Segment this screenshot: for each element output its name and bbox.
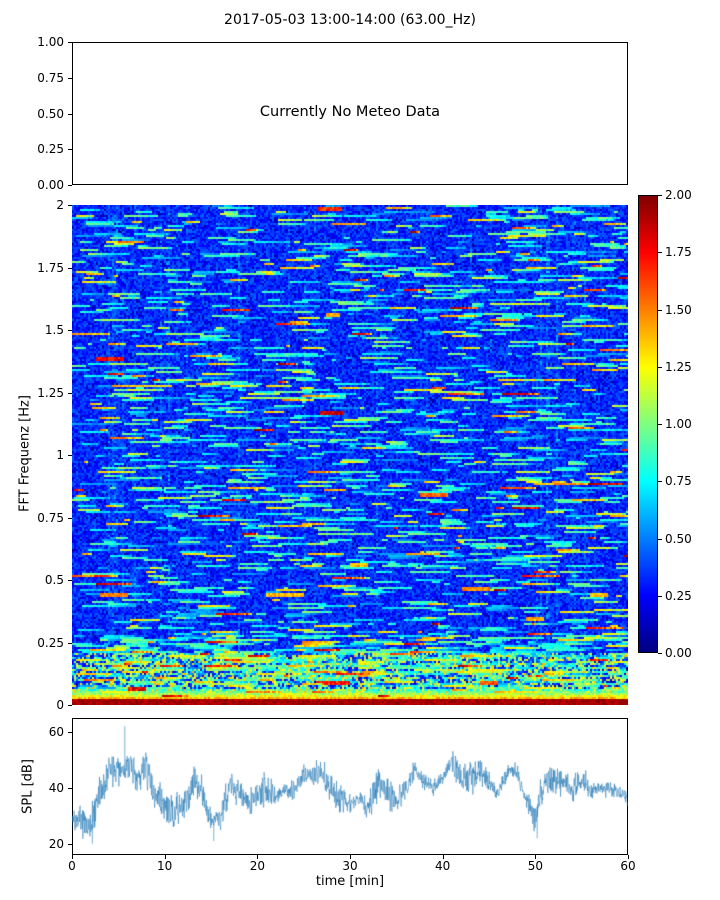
- spectrogram-ytick-mark: [68, 517, 72, 519]
- colorbar-tick-label: 1.50: [665, 302, 692, 317]
- meteo-ytick-mark: [68, 42, 72, 43]
- spl-xtick-mark: [257, 855, 259, 859]
- colorbar-tick-label: 1.75: [665, 245, 692, 260]
- colorbar-tick-mark: [658, 252, 662, 254]
- colorbar-tick-label: 1.25: [665, 359, 692, 374]
- colorbar-tick-label: 1.00: [665, 417, 692, 431]
- spl-xtick-label: 50: [527, 859, 543, 873]
- spl-ytick-mark: [68, 731, 72, 733]
- colorbar-canvas: [638, 195, 658, 653]
- colorbar-tick-label: 0.25: [665, 588, 692, 603]
- spl-xlabel: time [min]: [315, 874, 385, 889]
- figure-title: 2017-05-03 13:00-14:00 (63.00_Hz): [224, 12, 476, 28]
- spectrogram-heatmap-canvas: [72, 205, 628, 705]
- colorbar-tick-mark: [658, 424, 662, 425]
- spl-xtick-label: 0: [68, 859, 76, 873]
- colorbar-tick-label: 0.50: [665, 531, 692, 546]
- meteo-ytick-mark: [68, 113, 72, 115]
- colorbar-tick-mark: [658, 538, 662, 540]
- spectrogram-ytick-label: 0.5: [44, 573, 64, 587]
- meteo-ytick-mark: [68, 77, 72, 79]
- spl-xtick-mark: [442, 855, 444, 859]
- meteo-ytick-label: 0.50: [37, 106, 64, 121]
- meteo-ytick-label: 0.25: [37, 142, 64, 157]
- colorbar-tick-label: 0.00: [665, 646, 692, 660]
- colorbar-tick-mark: [658, 309, 662, 311]
- spl-line-canvas: [72, 718, 628, 855]
- spl-xtick-mark: [72, 855, 73, 859]
- spectrogram-ytick-mark: [68, 580, 72, 581]
- spl-xtick-mark: [164, 855, 166, 859]
- spectrogram-ytick-mark: [68, 205, 72, 206]
- colorbar-tick-mark: [658, 595, 662, 597]
- spl-xtick-label: 20: [249, 859, 265, 873]
- spectrogram-ytick-mark: [68, 642, 72, 644]
- colorbar-tick-label: 0.75: [665, 474, 692, 489]
- spectrogram-ytick-mark: [68, 330, 72, 331]
- colorbar-tick-mark: [658, 481, 662, 483]
- spectrogram-ytick-mark: [68, 267, 72, 269]
- spectrogram-ytick-label: 1.25: [37, 385, 64, 400]
- spectrogram-ytick-label: 1.75: [37, 260, 64, 275]
- spl-xtick-label: 40: [435, 859, 451, 873]
- meteo-ytick-mark: [68, 149, 72, 151]
- no-meteo-data-message: Currently No Meteo Data: [259, 104, 441, 120]
- spectrogram-ytick-label: 2: [56, 198, 64, 212]
- spl-ytick-label: 20: [48, 836, 64, 851]
- spl-xtick-label: 30: [342, 859, 358, 873]
- spectrogram-ytick-label: 0.75: [37, 510, 64, 525]
- meteo-ytick-mark: [68, 185, 72, 186]
- colorbar-tick-mark: [658, 366, 662, 368]
- colorbar-tick-label: 2.00: [665, 188, 692, 202]
- meteo-ytick-label: 1.00: [37, 35, 64, 49]
- spl-ytick-label: 60: [48, 724, 64, 739]
- colorbar-tick-mark: [658, 195, 662, 196]
- spectrogram-ytick-label: 0.25: [37, 635, 64, 650]
- spectrogram-ytick-label: 1: [56, 448, 64, 462]
- meteo-panel: [72, 42, 628, 185]
- spectrogram-ytick-label: 0: [56, 698, 64, 712]
- spl-xtick-label: 10: [157, 859, 173, 873]
- spl-xtick-mark: [535, 855, 537, 859]
- meteo-ytick-label: 0.75: [37, 70, 64, 85]
- meteo-ytick-label: 0.00: [37, 178, 64, 192]
- spl-ytick-mark: [68, 843, 72, 845]
- spl-ytick-mark: [68, 787, 72, 789]
- spl-ytick-label: 40: [48, 780, 64, 795]
- spectrogram-ytick-mark: [68, 392, 72, 394]
- spectrogram-ytick-mark: [68, 705, 72, 706]
- spl-xtick-mark: [350, 855, 351, 859]
- colorbar-tick-mark: [658, 653, 662, 654]
- spl-xtick-label: 60: [620, 859, 636, 873]
- spectrogram-ytick-label: 1.5: [44, 323, 64, 337]
- spl-xtick-mark: [628, 855, 629, 859]
- spectrogram-ytick-mark: [68, 455, 72, 456]
- colorbar-frame: [638, 195, 658, 653]
